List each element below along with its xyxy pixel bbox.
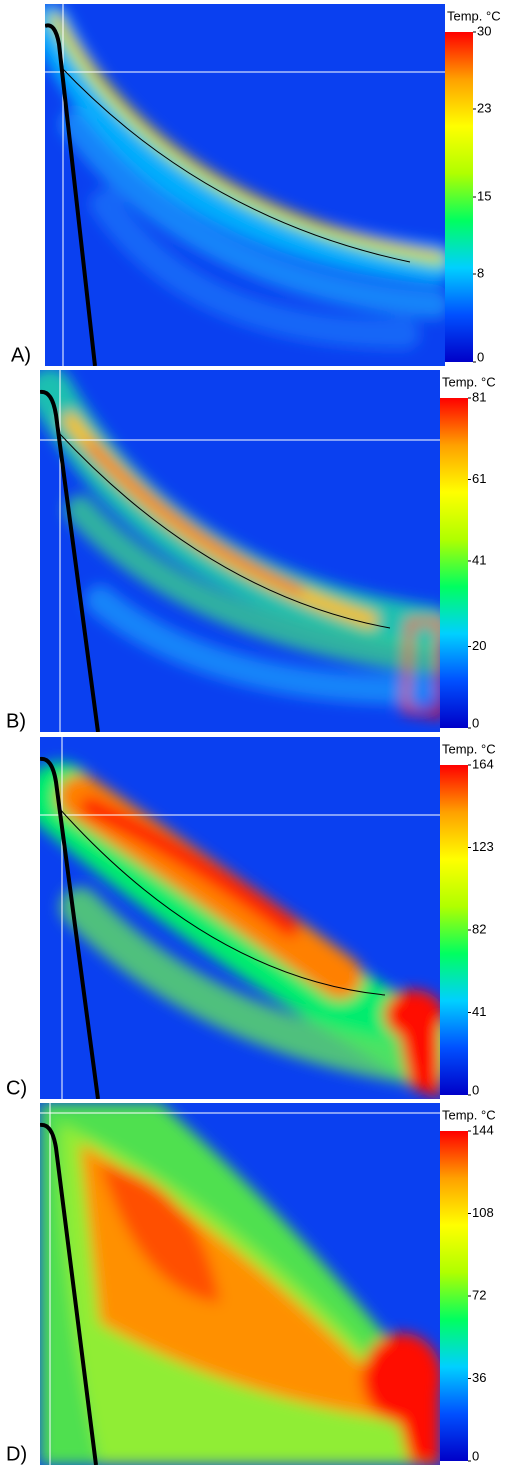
colorbar-tick-label: 41 (472, 552, 486, 567)
colorbar-tick-label: 20 (472, 638, 486, 653)
heat-band (80, 797, 300, 937)
colorbar-tick-label: 8 (477, 265, 484, 280)
colorbar-tick-label: 164 (472, 756, 494, 771)
heat-band (45, 4, 445, 284)
heatmap (45, 4, 445, 366)
colorbar-tick-label: 0 (472, 715, 479, 730)
panel-label: B) (6, 710, 26, 732)
panel-label: C) (6, 1077, 27, 1099)
colorbar (445, 32, 473, 362)
heatmap-field (40, 762, 440, 1099)
colorbar (440, 398, 468, 728)
colorbar (440, 1131, 468, 1461)
colorbar-tick-label: 72 (472, 1287, 486, 1302)
heat-band (401, 619, 440, 719)
boundary (40, 1122, 98, 1465)
heat-band (65, 495, 440, 675)
boundary (40, 389, 100, 732)
heatmap-field (40, 1103, 440, 1465)
contour (57, 806, 386, 996)
colorbar-tick-label: 0 (472, 1448, 479, 1463)
panel: Temp. °C 0 8 15 23 30 A) (11, 4, 501, 366)
heatmap (40, 737, 440, 1099)
colorbar-title: Temp. °C (442, 1107, 496, 1122)
colorbar-tick-label: 61 (472, 471, 486, 486)
panel: Temp. °C 0 20 41 61 81 B) (6, 370, 496, 732)
heatmap-field (45, 4, 445, 349)
heatmap (40, 370, 440, 732)
heat-band (52, 13, 443, 259)
panel: Temp. °C 0 36 72 108 144 D) (6, 1103, 496, 1465)
boundary (45, 23, 97, 366)
heatmap-field (40, 370, 440, 719)
colorbar-tick-label: 82 (472, 921, 486, 936)
heat-band (90, 189, 420, 349)
colorbar-title: Temp. °C (442, 741, 496, 756)
colorbar-tick-label: 41 (472, 1004, 486, 1019)
contour (59, 65, 411, 263)
colorbar-tick-label: 144 (472, 1122, 494, 1137)
colorbar-tick-label: 81 (472, 389, 486, 404)
heat-band (86, 441, 304, 594)
colorbar-tick-label: 15 (477, 188, 491, 203)
colorbar-tick-label: 36 (472, 1370, 486, 1385)
heat-band (60, 109, 445, 319)
heatmap (40, 1103, 440, 1465)
colorbar-tick-label: 0 (477, 349, 484, 364)
contour (57, 431, 391, 629)
colorbar-tick-label: 0 (472, 1082, 479, 1097)
heat-band (85, 585, 435, 705)
colorbar-title: Temp. °C (447, 8, 501, 23)
heat-band (60, 887, 440, 1087)
panel-label: A) (11, 344, 31, 366)
heat-region (383, 989, 440, 1099)
panel: Temp. °C 0 41 82 123 164 C) (6, 737, 496, 1099)
colorbar-tick-label: 23 (477, 100, 491, 115)
colorbar-tick-label: 108 (472, 1205, 494, 1220)
colorbar-title: Temp. °C (442, 374, 496, 389)
colorbar (440, 765, 468, 1095)
colorbar-tick-label: 123 (472, 839, 494, 854)
heat-region (362, 1333, 440, 1465)
boundary (40, 756, 100, 1099)
colorbar-tick-label: 30 (477, 23, 491, 38)
heat-region (100, 1163, 220, 1303)
panel-label: D) (6, 1443, 27, 1465)
